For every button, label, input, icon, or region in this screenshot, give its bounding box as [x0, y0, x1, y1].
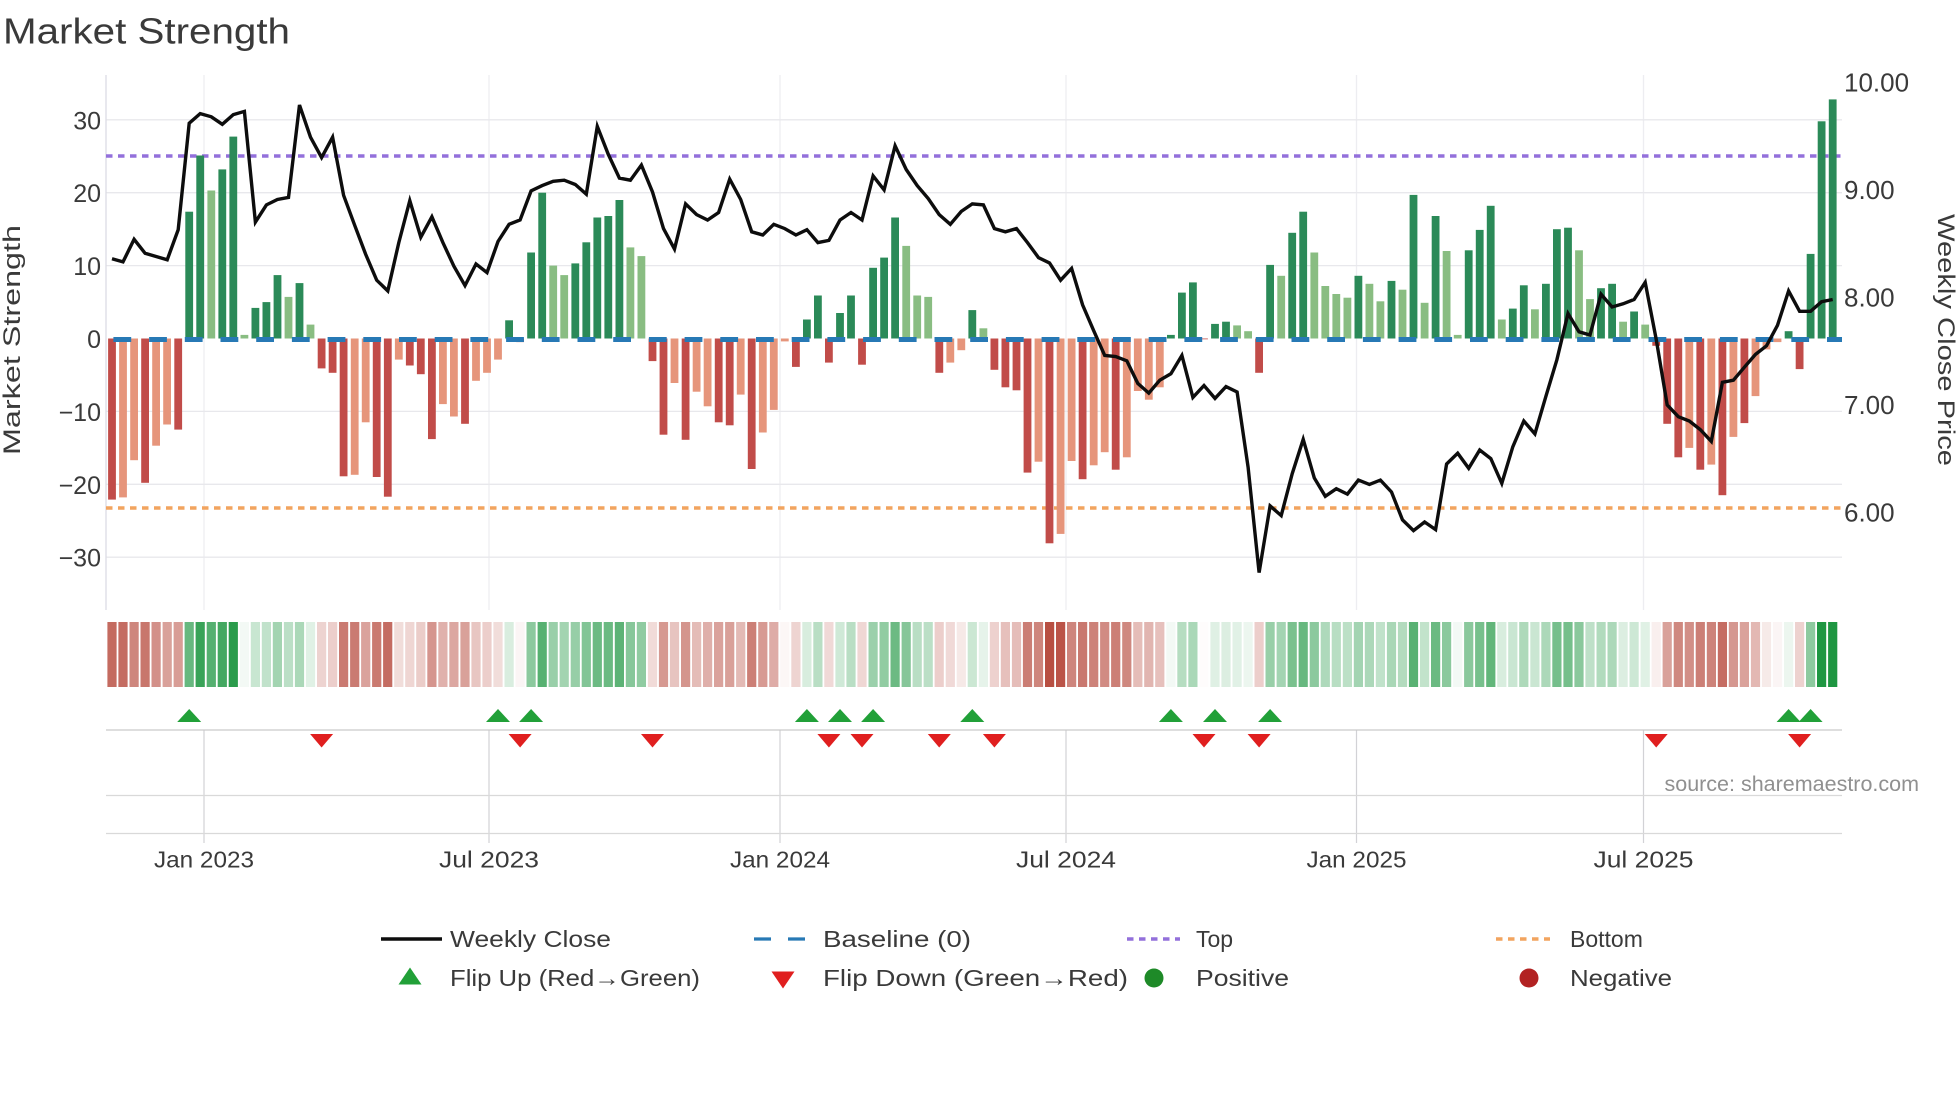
svg-text:10.00: 10.00	[1844, 67, 1909, 97]
svg-text:Jan 2025: Jan 2025	[1307, 847, 1407, 873]
svg-text:Positive: Positive	[1196, 965, 1289, 991]
svg-text:Negative: Negative	[1570, 965, 1672, 991]
svg-text:Jan 2023: Jan 2023	[154, 847, 254, 873]
svg-text:Bottom: Bottom	[1570, 926, 1643, 952]
svg-text:30: 30	[73, 107, 101, 135]
svg-text:Market Strength: Market Strength	[0, 225, 26, 455]
svg-text:source: sharemaestro.com: source: sharemaestro.com	[1664, 772, 1919, 796]
svg-text:7.00: 7.00	[1844, 390, 1895, 420]
svg-text:Jul 2024: Jul 2024	[1016, 847, 1116, 873]
svg-text:Market Strength: Market Strength	[3, 11, 290, 52]
svg-text:Flip Up (Red→Green): Flip Up (Red→Green)	[450, 965, 700, 991]
svg-text:−30: −30	[59, 545, 101, 573]
svg-text:6.00: 6.00	[1844, 497, 1895, 527]
svg-text:8.00: 8.00	[1844, 282, 1895, 312]
svg-text:9.00: 9.00	[1844, 175, 1895, 205]
svg-text:Jul 2025: Jul 2025	[1594, 847, 1694, 873]
svg-text:Top: Top	[1196, 926, 1233, 952]
svg-text:20: 20	[73, 180, 101, 208]
svg-text:Flip Down (Green→Red): Flip Down (Green→Red)	[823, 965, 1128, 991]
svg-text:Weekly Close: Weekly Close	[450, 926, 611, 952]
svg-text:−10: −10	[59, 399, 101, 427]
svg-text:−20: −20	[59, 472, 101, 500]
svg-text:0: 0	[87, 326, 101, 354]
svg-text:Baseline (0): Baseline (0)	[823, 926, 971, 952]
svg-text:Jan 2024: Jan 2024	[730, 847, 830, 873]
svg-text:10: 10	[73, 253, 101, 281]
svg-text:Weekly Close Price: Weekly Close Price	[1932, 214, 1959, 466]
svg-text:Jul 2023: Jul 2023	[439, 847, 539, 873]
